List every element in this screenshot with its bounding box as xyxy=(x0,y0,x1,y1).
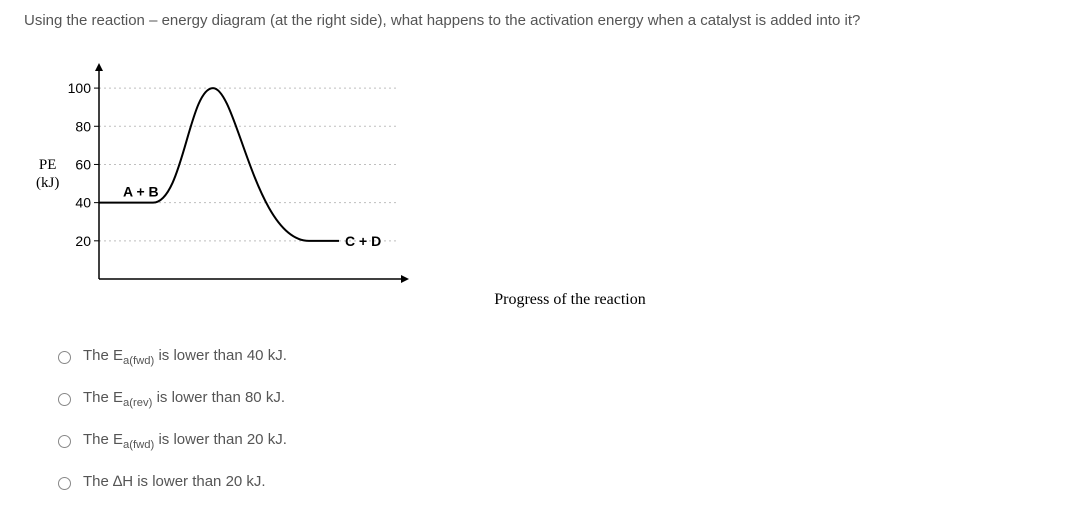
radio-icon xyxy=(58,435,71,448)
svg-text:60: 60 xyxy=(76,156,92,172)
x-axis-label: Progress of the reaction xyxy=(96,291,1044,309)
radio-icon xyxy=(58,477,71,490)
y-axis-label-unit: (kJ) xyxy=(36,174,59,192)
option-d[interactable]: The ∆H is lower than 20 kJ. xyxy=(58,473,1044,493)
y-axis-label-pe: PE xyxy=(36,156,59,174)
y-axis-label: PE (kJ) xyxy=(36,156,59,192)
option-label: The Ea(rev) is lower than 80 kJ. xyxy=(83,389,285,409)
svg-text:A + B: A + B xyxy=(123,184,159,200)
svg-text:20: 20 xyxy=(76,233,92,249)
answer-options: The Ea(fwd) is lower than 40 kJ. The Ea(… xyxy=(58,347,1044,493)
question-text: Using the reaction – energy diagram (at … xyxy=(24,12,1044,29)
radio-icon xyxy=(58,393,71,406)
svg-text:100: 100 xyxy=(68,80,92,96)
radio-icon xyxy=(58,351,71,364)
option-label: The ∆H is lower than 20 kJ. xyxy=(83,473,266,493)
option-label: The Ea(fwd) is lower than 20 kJ. xyxy=(83,431,287,451)
reaction-energy-diagram: PE (kJ) 100 80 60 40 20 A + B C + D Progress o… xyxy=(36,59,1044,309)
energy-chart: 100 80 60 40 20 A + B C + D xyxy=(63,59,409,289)
svg-text:80: 80 xyxy=(76,118,92,134)
option-c[interactable]: The Ea(fwd) is lower than 20 kJ. xyxy=(58,431,1044,451)
svg-text:C + D: C + D xyxy=(345,233,381,249)
svg-text:40: 40 xyxy=(76,195,92,211)
option-label: The Ea(fwd) is lower than 40 kJ. xyxy=(83,347,287,367)
option-a[interactable]: The Ea(fwd) is lower than 40 kJ. xyxy=(58,347,1044,367)
option-b[interactable]: The Ea(rev) is lower than 80 kJ. xyxy=(58,389,1044,409)
